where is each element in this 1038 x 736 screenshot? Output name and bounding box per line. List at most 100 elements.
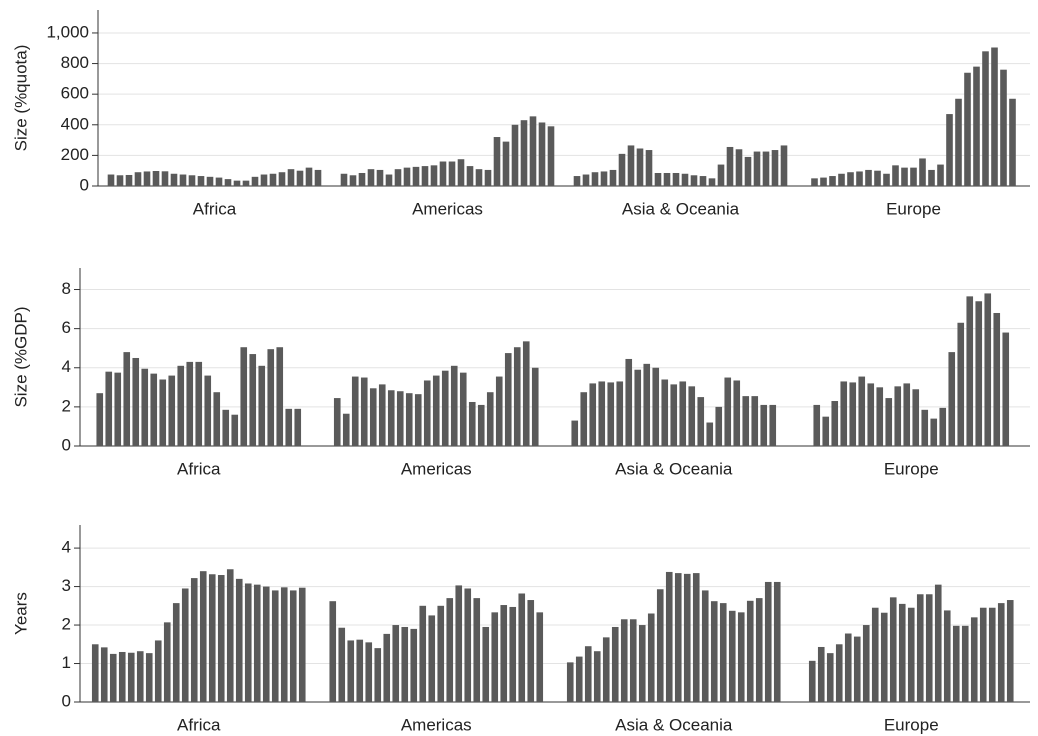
bar xyxy=(701,590,709,702)
bar xyxy=(314,169,322,186)
bar xyxy=(527,600,535,702)
bar xyxy=(401,626,409,702)
bar xyxy=(589,383,597,446)
bar xyxy=(414,394,422,446)
bar xyxy=(262,586,270,702)
bar xyxy=(715,406,723,446)
bar xyxy=(699,176,707,186)
bar xyxy=(441,370,449,446)
bar xyxy=(547,126,555,186)
bar xyxy=(392,625,400,702)
bar xyxy=(742,396,750,446)
bar xyxy=(369,388,377,446)
bar xyxy=(513,347,521,446)
bar xyxy=(258,365,266,446)
bar xyxy=(118,651,126,702)
bar xyxy=(584,646,592,702)
bar xyxy=(708,178,716,186)
bar xyxy=(892,165,899,186)
bar xyxy=(91,644,99,702)
group-label: Asia & Oceania xyxy=(615,715,733,734)
bar xyxy=(611,626,619,702)
y-axis-label: Size (%GDP) xyxy=(11,306,30,407)
bar xyxy=(808,660,816,702)
bar xyxy=(105,371,113,446)
bar xyxy=(970,617,978,702)
bar xyxy=(394,169,402,186)
y-tick-label: 0 xyxy=(80,175,89,194)
bar xyxy=(867,383,875,446)
bar xyxy=(826,653,834,702)
bar xyxy=(439,161,447,186)
bar xyxy=(769,404,777,446)
bar xyxy=(627,145,635,186)
bar xyxy=(928,169,935,186)
bar xyxy=(170,173,178,186)
bar xyxy=(504,353,512,446)
bar xyxy=(919,158,926,186)
bar xyxy=(518,593,526,702)
bar xyxy=(692,573,700,702)
bar xyxy=(966,296,974,446)
bar xyxy=(473,598,481,702)
bar xyxy=(690,175,698,186)
bar xyxy=(670,384,678,446)
bar xyxy=(405,393,413,446)
bar xyxy=(123,352,131,446)
bar xyxy=(943,610,951,702)
y-tick-label: 600 xyxy=(61,84,89,103)
bar xyxy=(724,377,732,446)
bar xyxy=(145,653,153,702)
bar xyxy=(351,376,359,446)
bar xyxy=(982,51,989,186)
bar xyxy=(912,389,920,446)
group-label: Africa xyxy=(177,459,221,478)
y-tick-label: 6 xyxy=(62,318,71,337)
bar xyxy=(383,633,391,702)
bar xyxy=(305,167,313,186)
bar xyxy=(961,625,969,702)
bar xyxy=(903,383,911,446)
bar xyxy=(538,122,546,186)
bar xyxy=(329,601,337,702)
bar xyxy=(811,178,818,186)
bar xyxy=(531,367,539,446)
bar xyxy=(573,176,581,186)
bar xyxy=(150,373,158,446)
bar xyxy=(141,368,149,446)
y-tick-label: 1,000 xyxy=(46,22,89,41)
bar xyxy=(820,177,827,186)
bar xyxy=(464,588,472,702)
bar xyxy=(529,116,537,186)
bar xyxy=(885,398,893,446)
bar xyxy=(495,376,503,446)
y-tick-label: 3 xyxy=(62,576,71,595)
bar xyxy=(609,169,617,186)
bar xyxy=(755,598,763,702)
bar xyxy=(925,594,933,702)
bar xyxy=(333,398,341,446)
bar xyxy=(482,626,490,702)
bar xyxy=(681,173,689,186)
bar xyxy=(204,375,212,446)
bar xyxy=(242,180,250,186)
bar xyxy=(625,358,633,446)
bar xyxy=(973,66,980,186)
bar xyxy=(964,72,971,186)
bar xyxy=(593,651,601,702)
bar xyxy=(645,150,653,186)
bar xyxy=(883,173,890,186)
group-label: Europe xyxy=(884,459,939,478)
bar xyxy=(500,605,508,702)
bar xyxy=(100,647,108,702)
bar xyxy=(865,169,872,186)
bar xyxy=(222,409,230,446)
bar xyxy=(726,146,734,186)
y-tick-label: 400 xyxy=(61,114,89,133)
bar xyxy=(358,172,366,186)
bar xyxy=(862,625,870,702)
bar xyxy=(511,124,519,186)
bar xyxy=(672,172,680,186)
bar xyxy=(208,574,216,702)
bar xyxy=(1006,600,1014,702)
